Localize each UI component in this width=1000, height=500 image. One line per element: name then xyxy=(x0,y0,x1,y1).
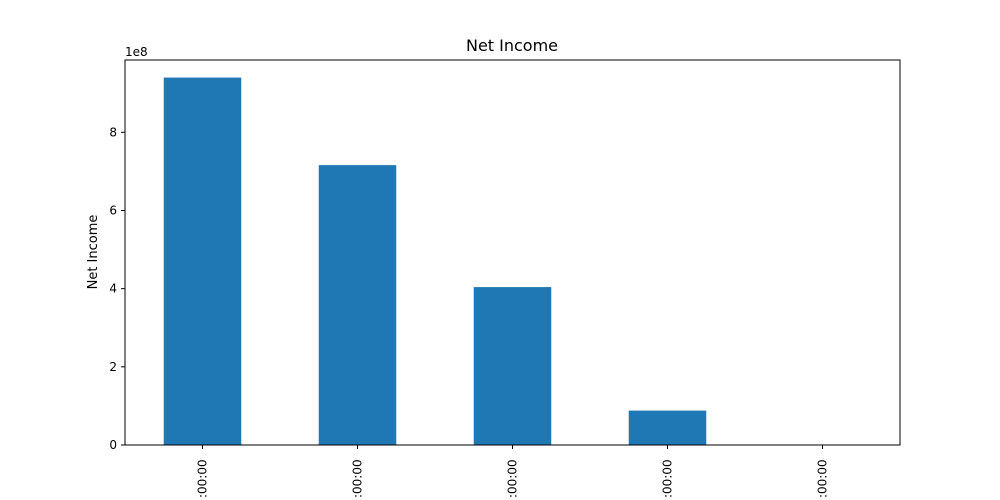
x-tick-label-2: :00:00 xyxy=(506,459,520,498)
chart-title: Net Income xyxy=(466,36,558,55)
y-tick-label-2: 4 xyxy=(109,282,117,296)
bars-group xyxy=(164,78,707,445)
x-tick-label-4: :00:00 xyxy=(816,459,830,498)
y-tick-label-4: 8 xyxy=(109,125,117,139)
y-axis-label: Net Income xyxy=(86,215,101,290)
bar-3 xyxy=(629,411,707,445)
y-tick-label-0: 0 xyxy=(109,438,117,452)
x-tick-label-1: :00:00 xyxy=(351,459,365,498)
y-offset-label: 1e8 xyxy=(125,45,148,59)
y-ticks-group: 0 2 4 6 8 xyxy=(109,125,125,452)
y-tick-label-1: 2 xyxy=(109,360,117,374)
x-ticks-group: :00:00 :00:00 :00:00 :00:00 :00:00 xyxy=(196,445,830,498)
bar-2 xyxy=(474,287,552,445)
x-tick-label-0: :00:00 xyxy=(196,459,210,498)
bar-0 xyxy=(164,78,242,445)
bar-1 xyxy=(319,165,397,445)
x-tick-label-3: :00:00 xyxy=(661,459,675,498)
y-tick-label-3: 6 xyxy=(109,203,117,217)
